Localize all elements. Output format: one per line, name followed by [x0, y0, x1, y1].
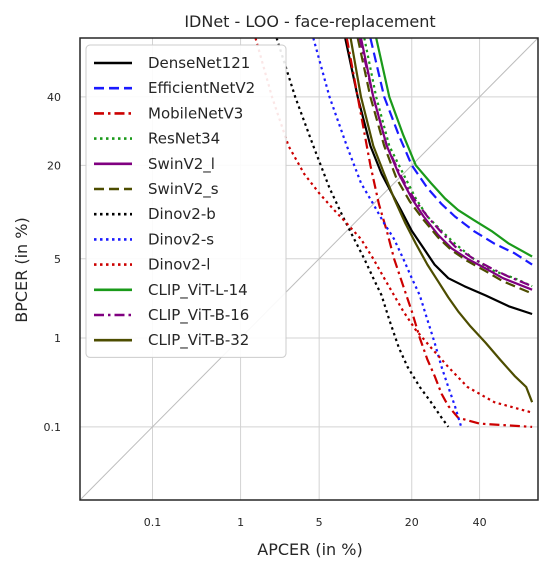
y-tick-label: 0.1 — [44, 421, 62, 434]
series-line-CLIP_ViT-B-16 — [358, 38, 533, 288]
series-line-CLIP_ViT-L-14 — [375, 38, 533, 258]
legend-label: MobileNetV3 — [148, 104, 243, 122]
x-ticks: 0.1 1 5 20 40 — [144, 516, 487, 529]
y-tick-label: 40 — [47, 91, 61, 104]
legend-label: SwinV2_s — [148, 180, 219, 199]
legend-label: ResNet34 — [148, 130, 220, 148]
y-ticks: 0.1 1 5 20 40 — [44, 91, 62, 434]
legend-label: Dinov2-s — [148, 230, 214, 248]
chart-title: IDNet - LOO - face-replacement — [184, 12, 435, 31]
series-line-DenseNet121 — [344, 38, 533, 316]
legend-label: Dinov2-l — [148, 256, 210, 274]
legend-label: DenseNet121 — [148, 54, 250, 72]
legend-label: SwinV2_l — [148, 155, 215, 174]
legend-label: Dinov2-b — [148, 205, 216, 223]
plot-frame — [79, 37, 539, 501]
y-tick-label: 20 — [47, 159, 61, 172]
x-tick-label: 1 — [237, 516, 244, 529]
x-tick-label: 0.1 — [144, 516, 162, 529]
x-axis-label: APCER (in %) — [257, 540, 362, 559]
legend-label: CLIP_ViT-B-16 — [148, 306, 249, 325]
series-lines — [254, 38, 534, 428]
x-tick-label: 20 — [405, 516, 419, 529]
y-tick-label: 1 — [54, 332, 61, 345]
series-line-MobileNetV3 — [345, 38, 533, 428]
reference-diagonal — [79, 37, 539, 501]
x-tick-label: 5 — [316, 516, 323, 529]
x-tick-label: 40 — [473, 516, 487, 529]
series-line-ResNet34 — [363, 38, 533, 288]
legend-label: CLIP_ViT-B-32 — [148, 331, 249, 350]
y-tick-label: 5 — [54, 253, 61, 266]
series-line-Dinov2-l — [254, 38, 533, 414]
y-axis-label: BPCER (in %) — [12, 217, 31, 322]
legend: DenseNet121 EfficientNetV2 MobileNetV3 ResN… — [85, 44, 287, 358]
series-line-SwinV2_l — [359, 38, 533, 291]
series-line-CLIP_ViT-B-32 — [349, 38, 534, 403]
legend-label: EfficientNetV2 — [148, 79, 255, 97]
legend-label: CLIP_ViT-L-14 — [148, 281, 248, 300]
legend-box — [85, 44, 287, 358]
series-line-Dinov2-b — [275, 38, 450, 428]
series-line-EfficientNetV2 — [369, 38, 533, 266]
series-line-Dinov2-s — [312, 38, 463, 428]
